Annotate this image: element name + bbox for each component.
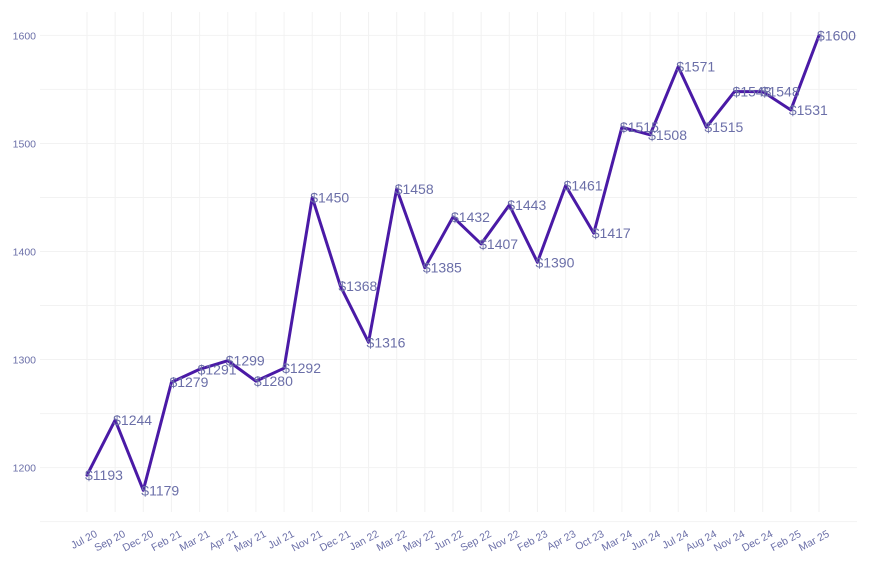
- x-tick-label: Jun 24: [629, 528, 663, 553]
- x-tick-label: Apr 23: [545, 528, 578, 553]
- data-label: $1193: [85, 467, 123, 483]
- data-label: $1299: [226, 353, 265, 369]
- data-label: $1531: [789, 102, 828, 118]
- series-layer: [85, 33, 821, 492]
- x-tick-label: Oct 23: [573, 528, 606, 553]
- data-label: $1316: [367, 334, 406, 350]
- data-label: $1515: [620, 119, 659, 135]
- data-label: $1407: [479, 236, 518, 252]
- data-label: $1548: [733, 84, 772, 100]
- x-tick-label: Dec 24: [740, 528, 775, 554]
- x-tick-label: May 21: [232, 528, 268, 555]
- y-tick-label: 1200: [13, 463, 37, 475]
- grid-layer: [40, 12, 857, 523]
- y-tick-label: 1400: [13, 247, 37, 259]
- x-tick-label: Nov 22: [487, 528, 522, 554]
- x-tick-label: Mar 21: [178, 528, 213, 554]
- data-label: $1432: [451, 209, 490, 225]
- data-label-layer: $1193 $1244 $1179 $1279$1291$1299 $1280$1292…: [85, 27, 856, 498]
- x-tick-label: Nov 21: [290, 528, 325, 554]
- data-label: $1450: [310, 189, 349, 205]
- data-label: $1292: [282, 360, 321, 376]
- data-label: $1417: [592, 225, 631, 241]
- data-label: $1280: [254, 373, 293, 389]
- data-label: $1390: [535, 254, 574, 270]
- data-label: $1179: [141, 482, 179, 498]
- data-label: $1461: [564, 178, 603, 194]
- data-label: $1600: [817, 27, 856, 43]
- data-label: $1515: [704, 119, 743, 135]
- x-tick-label: Dec 21: [318, 528, 353, 554]
- y-axis-tick-labels: 1200 1300 1400 1500 1600: [13, 30, 37, 474]
- x-tick-label: Jan 22: [347, 528, 381, 553]
- y-tick-label: 1300: [13, 355, 37, 367]
- x-tick-label: Feb 23: [515, 528, 550, 554]
- y-tick-label: 1600: [13, 30, 37, 42]
- data-label: $1508: [648, 127, 687, 143]
- x-tick-label: Sep 22: [459, 528, 494, 554]
- x-tick-label: Mar 24: [600, 528, 635, 554]
- x-tick-label: Nov 24: [712, 528, 747, 554]
- data-label: $1291: [198, 361, 237, 377]
- x-tick-label: Mar 25: [797, 528, 832, 554]
- data-label: $1385: [423, 260, 462, 276]
- x-tick-label: Feb 25: [769, 528, 804, 554]
- data-label: $1458: [395, 181, 434, 197]
- x-tick-label: Aug 24: [684, 528, 719, 554]
- x-tick-label: Dec 20: [121, 528, 156, 554]
- data-label: $1548: [761, 84, 800, 100]
- series-line: [85, 33, 821, 492]
- data-label: $1368: [338, 278, 377, 294]
- data-label: $1244: [113, 412, 152, 428]
- data-label: $1571: [676, 59, 715, 75]
- y-tick-label: 1500: [13, 138, 37, 150]
- x-tick-label: Feb 21: [149, 528, 184, 554]
- data-label: $1279: [169, 374, 208, 390]
- x-tick-label: Sep 20: [93, 528, 128, 554]
- x-tick-label: May 22: [401, 528, 437, 555]
- x-tick-label: Jun 22: [432, 528, 466, 553]
- data-label: $1443: [507, 197, 546, 213]
